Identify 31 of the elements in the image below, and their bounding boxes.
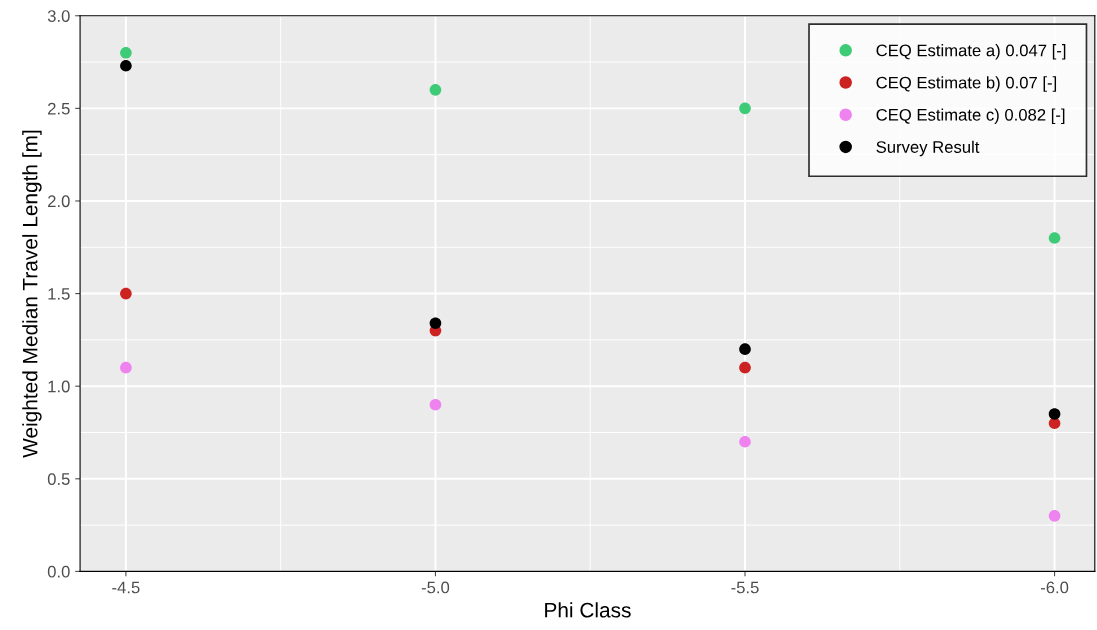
y-tick-label: 1.5: [48, 288, 70, 300]
point: [1048, 232, 1061, 244]
x-tick-label: -4.5: [112, 581, 140, 594]
point: [429, 398, 442, 411]
point: [739, 435, 751, 448]
legend-label: Survey Result: [876, 140, 980, 157]
point: [1048, 408, 1061, 420]
y-tick-label: 3.0: [47, 10, 70, 22]
x-axis-title: Phi Class: [545, 602, 631, 618]
x-tick-label: -6.0: [1040, 581, 1069, 594]
y-tick-label: 0.5: [47, 473, 70, 485]
y-tick-label: 1.0: [48, 380, 70, 393]
point: [120, 59, 132, 72]
point: [120, 46, 132, 59]
y-tick-label: 0.0: [47, 565, 70, 578]
x-tick-label: -5.0: [421, 581, 450, 594]
y-axis-title: Weighted Median Travel Length [m]: [22, 130, 42, 458]
y-tick-label: 2.0: [48, 195, 70, 208]
point: [1048, 510, 1061, 522]
legend-label: CEQ Estimate b) 0.07 [-]: [876, 76, 1057, 92]
point: [739, 102, 751, 115]
point: [739, 361, 751, 374]
point: [120, 361, 132, 374]
point: [120, 287, 132, 300]
point: [429, 84, 442, 96]
legend-label: CEQ Estimate a) 0.047 [-]: [876, 44, 1066, 60]
point: [429, 317, 442, 330]
y-tick-label: 2.5: [48, 102, 70, 115]
point: [739, 343, 751, 355]
legend-label: CEQ Estimate c) 0.082 [-]: [876, 108, 1065, 125]
x-tick-label: -5.5: [731, 581, 759, 594]
